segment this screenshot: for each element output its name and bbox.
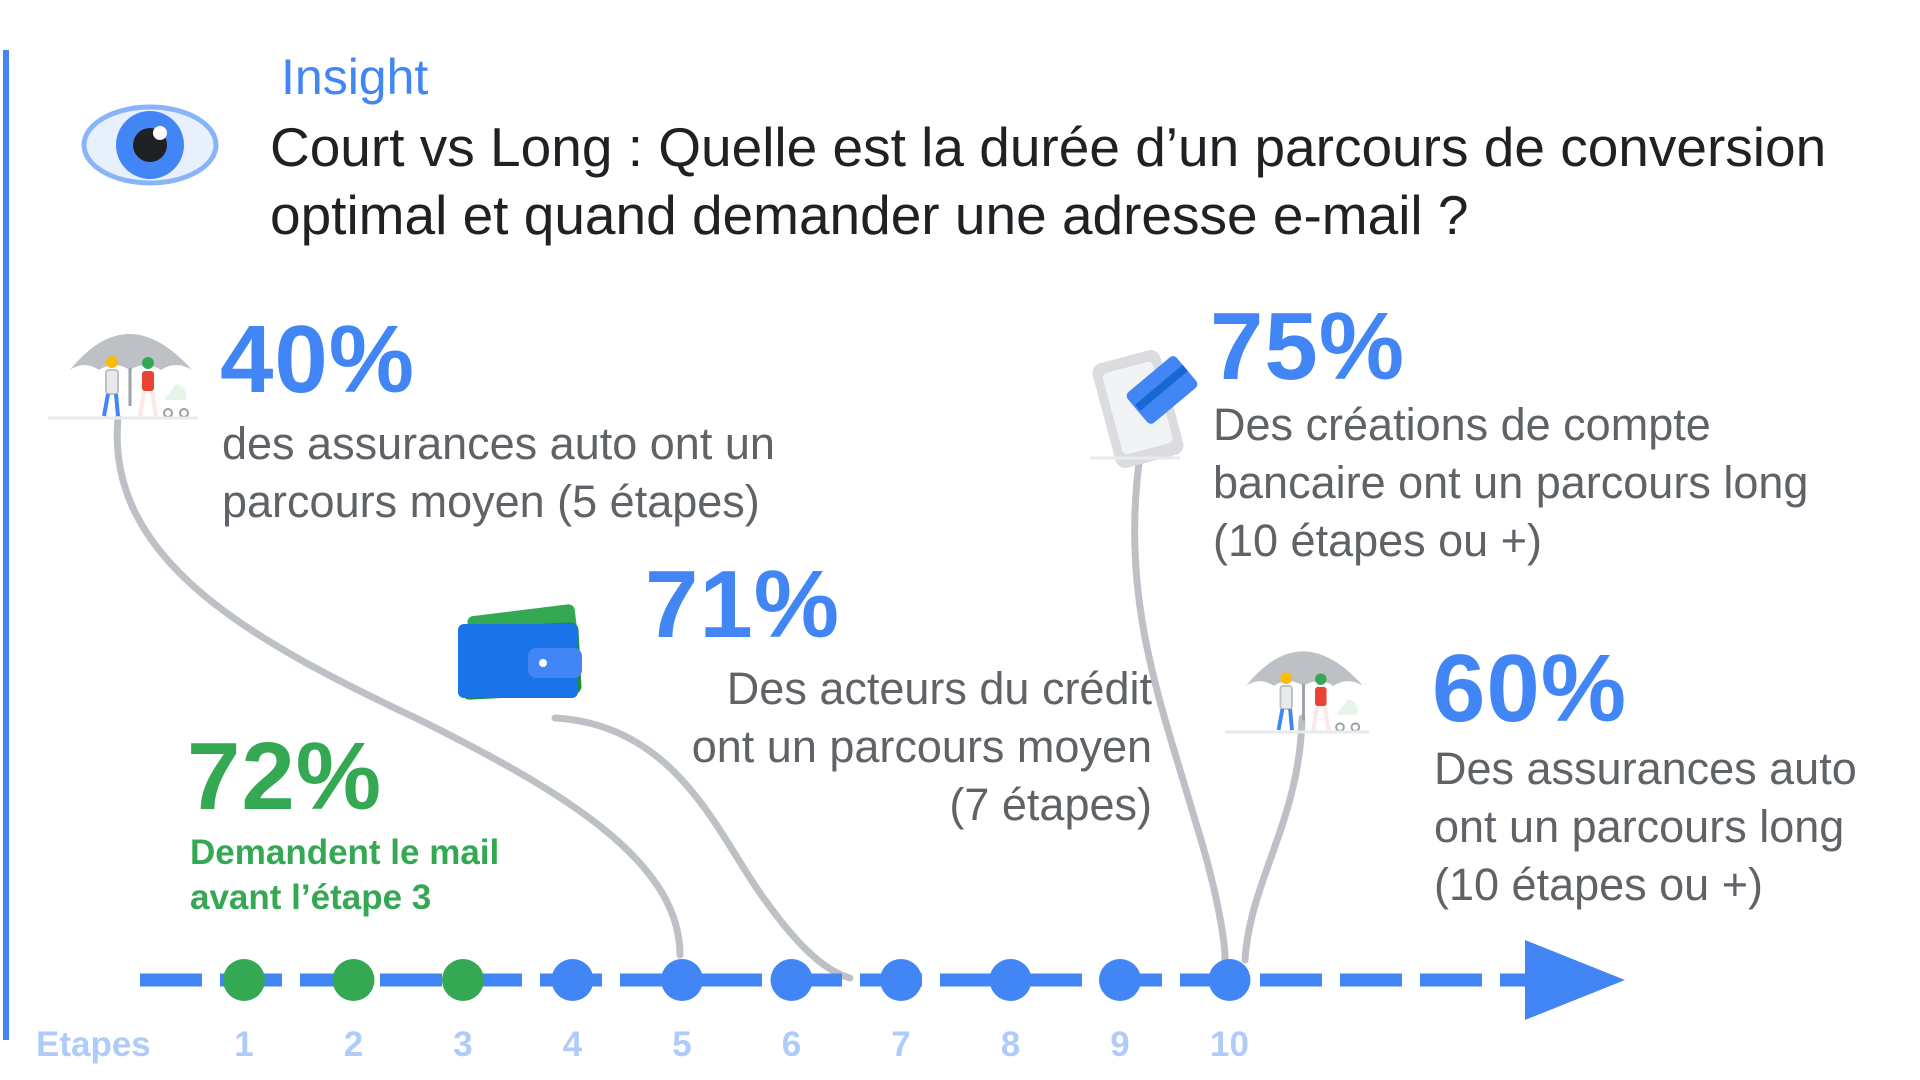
connector-insurance-medium [113,414,684,959]
eye-icon [81,104,219,186]
text-insurance-medium: des assurances auto ont un parcours moye… [222,418,775,527]
stat-insurance-medium: 40% [220,306,416,413]
text-bank-long: Des créations de compte bancaire ont un … [1213,399,1809,566]
step-label-9: 9 [1110,1025,1130,1064]
step-dot-6 [770,959,813,1001]
step-dot-1 [223,959,265,1001]
text-credit-line1: Des acteurs du crédit [726,663,1152,714]
stat-credit-medium: 71% [645,551,841,658]
step-dot-10 [1208,959,1251,1001]
stat-insurance-long: 60% [1432,635,1628,742]
connector-insurance-long [1241,714,1306,964]
kicker-label: Insight [281,49,429,105]
page-title: Court vs Long : Quelle est la durée d’un… [270,116,1827,246]
connector-credit-medium [551,714,854,982]
text-credit-line2: ont un parcours moyen [691,721,1152,772]
step-label-4: 4 [562,1025,583,1064]
text-email-early: Demandent le mail avant l’étape 3 [190,833,500,917]
step-dot-5 [661,959,703,1001]
step-dot-2 [332,959,375,1001]
step-label-3: 3 [453,1025,473,1064]
step-label-5: 5 [672,1025,692,1064]
stat-bank-long: 75% [1210,293,1406,400]
axis-label: Etapes [36,1025,151,1064]
phone-card-icon [1090,350,1198,468]
connector-lines [113,414,1306,982]
wallet-icon [458,604,582,700]
step-label-1: 1 [234,1025,254,1064]
step-label-8: 8 [1000,1025,1021,1064]
stat-email-early: 72% [187,723,383,830]
text-credit-line3: (7 étapes) [949,779,1152,830]
timeline [140,940,1625,1020]
umbrella-family-icon [48,334,198,420]
step-label-2: 2 [343,1025,364,1064]
step-dot-3 [442,959,484,1001]
connector-bank-long [1131,451,1229,964]
umbrella-family-icon [1224,651,1369,734]
text-insurance-long: Des assurances auto ont un parcours long… [1434,743,1857,910]
step-dot-8 [989,959,1032,1001]
step-label-6: 6 [781,1025,802,1064]
step-dot-9 [1099,959,1141,1001]
step-label-7: 7 [891,1025,911,1064]
step-dot-4 [551,959,594,1001]
step-dot-7 [880,959,922,1001]
accent-bar [3,50,9,1040]
text-credit-medium: Des acteurs du crédit ont un parcours mo… [600,660,1152,834]
arrow-head-icon [1525,940,1625,1020]
step-label-10: 10 [1210,1025,1249,1064]
